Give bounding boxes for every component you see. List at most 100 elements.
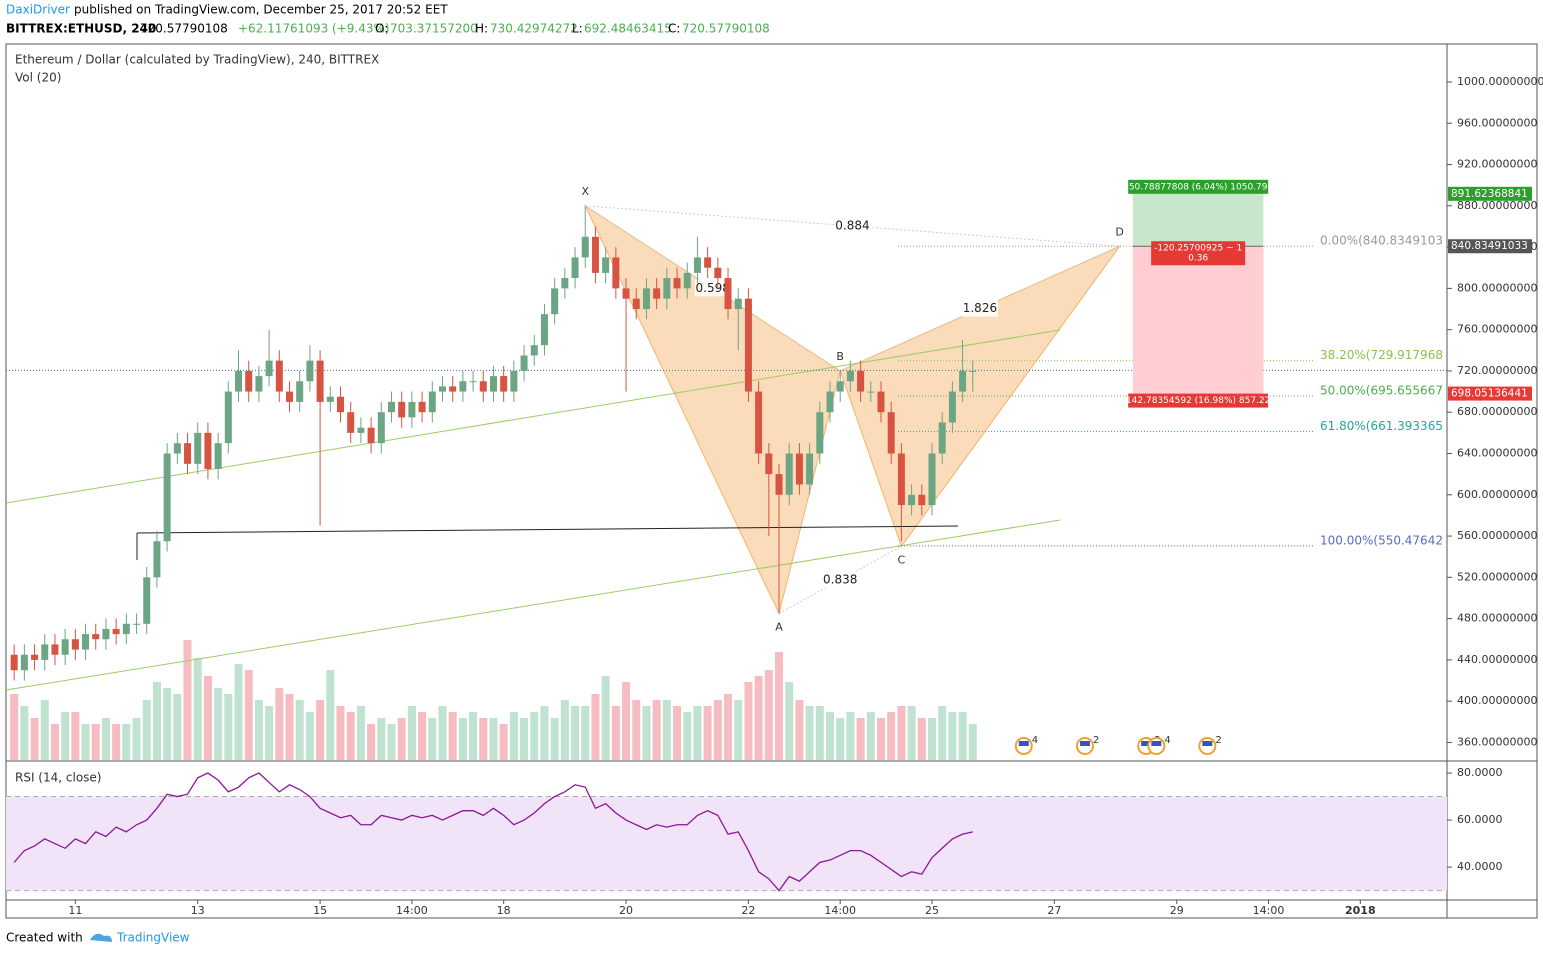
fib-label: 0.00%(840.8349103 <box>1320 234 1443 248</box>
fib-label: 61.80%(661.393365 <box>1320 419 1443 433</box>
candle-body <box>887 412 895 454</box>
x-tick-label: 14:00 <box>1253 904 1285 917</box>
event-count: 2 <box>1215 735 1221 746</box>
h-value: 730.42974272 <box>490 22 578 36</box>
ratio-label: 1.826 <box>963 301 997 315</box>
o-label: O: <box>375 22 388 36</box>
volume-bar <box>877 718 886 760</box>
candle-body <box>693 257 701 273</box>
candle-body <box>408 401 416 418</box>
volume-bar <box>10 694 19 760</box>
candle-body <box>846 370 854 382</box>
volume-bar <box>295 700 304 760</box>
volume-bar <box>50 724 59 760</box>
candle-body <box>133 623 141 625</box>
candle-body <box>540 314 548 346</box>
volume-bar <box>356 706 365 760</box>
volume-bar <box>826 712 835 760</box>
volume-bar <box>591 694 600 760</box>
ratio-label: 0.838 <box>823 572 857 586</box>
candle-body <box>10 654 18 671</box>
brand[interactable]: TradingView <box>116 931 190 945</box>
volume-bar <box>724 694 733 760</box>
y-tick-label: 360.00000000 <box>1457 735 1537 748</box>
volume-bar <box>948 712 957 760</box>
author[interactable]: DaxiDriver <box>6 3 70 17</box>
candle-body <box>143 577 151 624</box>
candle-body <box>387 401 395 413</box>
candle-body <box>51 644 59 655</box>
volume-bar <box>40 700 49 760</box>
candle-body <box>612 257 620 289</box>
volume-bar <box>152 682 161 760</box>
volume-bar <box>132 718 141 760</box>
volume-bar <box>856 718 865 760</box>
candle-body <box>82 634 90 650</box>
rsi-band <box>6 796 1447 891</box>
volume-bar <box>91 724 100 760</box>
y-tick-label: 720.00000000 <box>1457 364 1537 377</box>
volume-bar <box>377 718 386 760</box>
candle-body <box>184 443 192 464</box>
pattern-point-label: B <box>836 350 844 363</box>
candle-body <box>194 432 202 464</box>
candle-body <box>112 628 120 635</box>
rsi-title: RSI (14, close) <box>15 771 101 785</box>
event-flag <box>1141 741 1152 746</box>
fib-label: 50.00%(695.655667 <box>1320 384 1443 398</box>
price-tag-label: 698.05136441 <box>1451 388 1528 400</box>
candle-body <box>296 381 304 402</box>
volume-bar <box>214 688 223 760</box>
price-tag <box>1448 186 1532 201</box>
volume-bar <box>101 718 110 760</box>
candle-body <box>877 391 885 413</box>
volume-bar <box>469 712 478 760</box>
candle-body <box>734 298 742 310</box>
event-flag <box>1018 741 1029 746</box>
ratio-box <box>694 279 731 297</box>
risk-tag <box>1151 241 1246 266</box>
x-tick-label: 29 <box>1170 904 1184 917</box>
volume-bar <box>683 712 692 760</box>
x-tick-label: 14:00 <box>824 904 856 917</box>
candle-body <box>255 376 263 392</box>
price-tag <box>1448 239 1532 254</box>
candle-body <box>479 381 487 392</box>
candle-body <box>510 370 518 392</box>
volume-bar <box>305 712 314 760</box>
volume-bar <box>275 688 284 760</box>
y-tick-label: 480.00000000 <box>1457 612 1537 625</box>
volume-bar <box>632 700 641 760</box>
volume-bar <box>764 670 773 760</box>
l-label: L: <box>572 22 583 36</box>
x-tick-label: 14:00 <box>396 904 428 917</box>
volume-bar <box>775 652 784 760</box>
volume-bar <box>224 694 233 760</box>
ratio-box <box>834 217 871 235</box>
x-tick-label: 20 <box>619 904 633 917</box>
candle-body <box>316 360 324 402</box>
candle-body <box>204 432 212 469</box>
volume-bar <box>693 706 702 760</box>
candle-body <box>224 391 232 444</box>
candle-body <box>367 427 375 444</box>
main-title: Ethereum / Dollar (calculated by Trading… <box>15 53 379 67</box>
candle-body <box>336 396 344 413</box>
volume-bar <box>407 706 416 760</box>
volume-bar <box>754 676 763 760</box>
volume-bar <box>254 700 263 760</box>
trend-line <box>5 519 1061 691</box>
volume-bar <box>346 712 355 760</box>
candle-body <box>31 654 39 660</box>
event-flag <box>1079 741 1090 746</box>
candle-body <box>704 257 712 268</box>
volume-bar <box>458 718 467 760</box>
candle-body <box>275 360 283 392</box>
candle-body <box>867 391 875 393</box>
trend-line <box>5 329 1061 504</box>
candle-body <box>428 391 436 413</box>
candle-body <box>286 391 294 402</box>
x-tick-label: 11 <box>68 904 82 917</box>
event-count: 4 <box>1032 735 1038 746</box>
event-flag <box>1151 741 1162 746</box>
